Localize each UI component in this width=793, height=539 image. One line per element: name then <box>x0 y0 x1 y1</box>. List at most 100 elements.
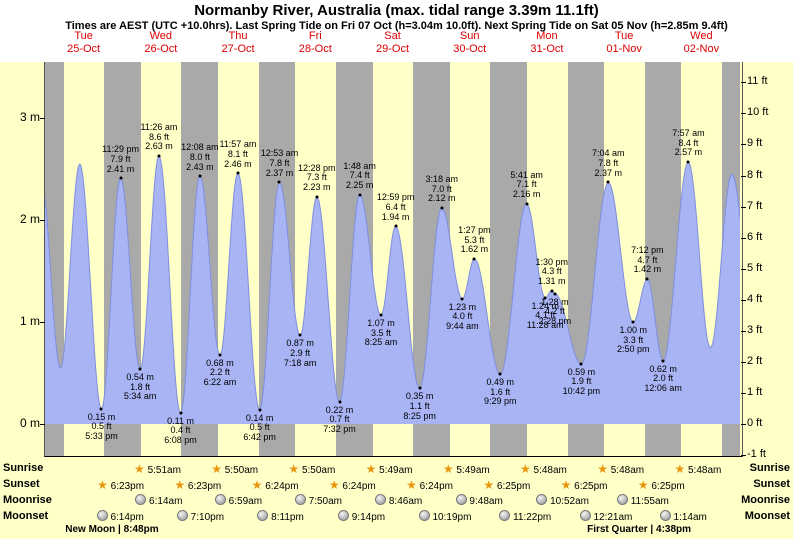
tide-annotation-high: 11:26 am 8.6 ft 2.63 m <box>140 122 178 152</box>
moonset-entry: 7:10pm <box>176 510 225 523</box>
y-axis-label-ft: 11 ft <box>747 75 768 88</box>
sunrise-row-label-right: Sunrise <box>749 462 790 474</box>
sun-star-icon: ★ <box>328 478 340 492</box>
y-axis-label-ft: -1 ft <box>747 448 766 461</box>
y-axis-label-ft: 9 ft <box>747 137 763 150</box>
y-axis-tick-ft <box>741 175 746 177</box>
tide-annotation-high: 7:04 am 7.8 ft 2.37 m <box>592 148 625 178</box>
sunrise-entry: ★ 5:51am <box>134 462 181 476</box>
sunrise-entry: ★ 5:48am <box>674 462 721 476</box>
tide-plot-area: 0.15 m 0.5 ft 5:33 pm 11:29 pm 7.9 ft 2.41 m 0… <box>44 62 743 457</box>
y-axis-tick-ft <box>741 330 746 332</box>
tide-extreme-dot <box>236 171 240 175</box>
tide-extreme-dot <box>99 407 103 411</box>
moon-icon <box>579 510 591 521</box>
moon-icon <box>337 510 349 521</box>
tide-extreme-dot <box>258 408 262 412</box>
date-label: Sun 30-Oct <box>453 30 487 55</box>
tide-annotation-low: 1.00 m 3.3 ft 2:50 pm <box>617 325 650 355</box>
tide-extreme-dot <box>119 176 123 180</box>
moonset-entry: 6:14pm <box>96 510 144 523</box>
y-axis-tick-ft <box>741 455 746 457</box>
moon-icon <box>96 510 108 521</box>
y-axis-label-ft: 7 ft <box>747 199 763 212</box>
tide-annotation-low: 1.24 m 4.1 ft 11:28 am <box>526 300 564 330</box>
chart-header: Normanby River, Australia (max. tidal ra… <box>0 0 793 62</box>
moonset-row-label-right: Moonset <box>744 510 790 522</box>
sunset-time: 6:25pm <box>574 481 608 492</box>
moon-icon <box>499 510 511 521</box>
sun-star-icon: ★ <box>134 462 145 476</box>
moonset-time: 1:14am <box>673 512 707 523</box>
sunset-row-label-left: Sunset <box>3 478 40 490</box>
y-axis-label-m: 1 m <box>19 314 40 329</box>
sunset-entry: ★ 6:24pm <box>406 478 453 492</box>
y-axis-tick-ft <box>741 144 746 146</box>
tide-extreme-dot <box>338 400 341 404</box>
sun-star-icon: ★ <box>483 478 495 492</box>
sunrise-entry: ★ 5:49am <box>366 462 413 476</box>
y-axis-tick-ft <box>741 82 746 84</box>
tide-annotation-high: 1:48 am 7.4 ft 2.25 m <box>343 160 376 190</box>
date-label: Mon 31-Oct <box>530 30 564 55</box>
sunrise-entry: ★ 5:49am <box>443 462 490 476</box>
moonset-time: 8:11pm <box>271 512 304 523</box>
sunset-time: 6:25pm <box>651 481 685 492</box>
sun-star-icon: ★ <box>597 462 608 476</box>
moonset-row-label-left: Moonset <box>3 510 49 522</box>
tide-annotation-low: 0.35 m 1.1 ft 8:25 pm <box>403 391 436 421</box>
tide-annotation-high: 12:08 am 8.0 ft 2.43 m <box>181 142 219 172</box>
moon-icon <box>135 494 147 505</box>
moonrise-time: 6:14am <box>149 496 183 507</box>
tide-extreme-dot <box>460 297 464 301</box>
tide-extreme-dot <box>298 333 302 337</box>
sunrise-entry: ★ 5:48am <box>597 462 644 476</box>
sunset-entry: ★ 6:23pm <box>174 478 221 492</box>
moonset-entry: 11:22pm <box>499 510 551 523</box>
tide-annotation-high: 1:30 pm 4.3 ft 1.31 m <box>535 256 569 286</box>
tide-annotation-low: 0.15 m 0.5 ft 5:33 pm <box>85 411 118 441</box>
tide-annotation-low: 0.11 m 0.4 ft 6:08 pm <box>164 415 197 445</box>
moonrise-entry: 7:50am <box>294 494 342 507</box>
sunset-entry: ★ 6:25pm <box>638 478 685 492</box>
tide-annotation-high: 11:57 am 8.1 ft 2.46 m <box>219 139 257 169</box>
y-axis-tick-ft <box>741 361 746 363</box>
y-axis-tick-m <box>40 118 45 120</box>
tide-extreme-dot <box>157 154 161 158</box>
sunrise-entry: ★ 5:50am <box>288 462 335 476</box>
y-axis-label-ft: 4 ft <box>747 292 763 305</box>
sunset-time: 6:24pm <box>342 481 376 492</box>
sunset-time: 6:24pm <box>419 481 453 492</box>
y-axis-label-ft: 0 ft <box>747 417 763 429</box>
moon-phase-note: First Quarter | 4:38pm <box>587 524 692 535</box>
sun-star-icon: ★ <box>406 478 417 492</box>
page-title: Normanby River, Australia (max. tidal ra… <box>194 2 599 19</box>
y-axis-tick-ft <box>741 392 746 394</box>
moon-phase-note: New Moon | 8:48pm <box>65 524 159 535</box>
date-label: Fri 28-Oct <box>298 30 332 55</box>
sun-star-icon: ★ <box>674 462 686 476</box>
moonrise-entry: 9:48am <box>455 494 503 507</box>
tide-extreme-dot <box>579 362 583 366</box>
tide-extreme-dot <box>631 320 635 324</box>
sunrise-time: 5:50am <box>301 465 336 476</box>
y-axis-tick-ft <box>741 299 746 301</box>
moonrise-entry: 11:55am <box>616 494 669 507</box>
moonrise-entry: 6:59am <box>214 494 262 507</box>
sunrise-time: 5:49am <box>379 465 413 476</box>
moonrise-time: 9:48am <box>469 496 503 507</box>
tide-annotation-low: 1.28 m 4.2 ft 2:28 pm <box>538 296 572 326</box>
moon-icon <box>176 510 188 521</box>
moonset-time: 7:10pm <box>190 512 225 523</box>
tide-extreme-dot <box>661 359 665 363</box>
y-axis-label-ft: 5 ft <box>747 261 763 274</box>
y-axis-tick-ft <box>741 424 746 425</box>
sunset-row-label-right: Sunset <box>753 478 790 490</box>
tide-annotation-low: 0.49 m 1.6 ft 9:29 pm <box>483 377 517 407</box>
sunrise-time: 5:49am <box>456 465 490 476</box>
tide-annotation-high: 11:29 pm 7.9 ft 2.41 m <box>102 144 139 174</box>
sun-star-icon: ★ <box>288 462 300 476</box>
tide-annotation-low: 0.59 m 1.9 ft 10:42 pm <box>562 366 601 397</box>
